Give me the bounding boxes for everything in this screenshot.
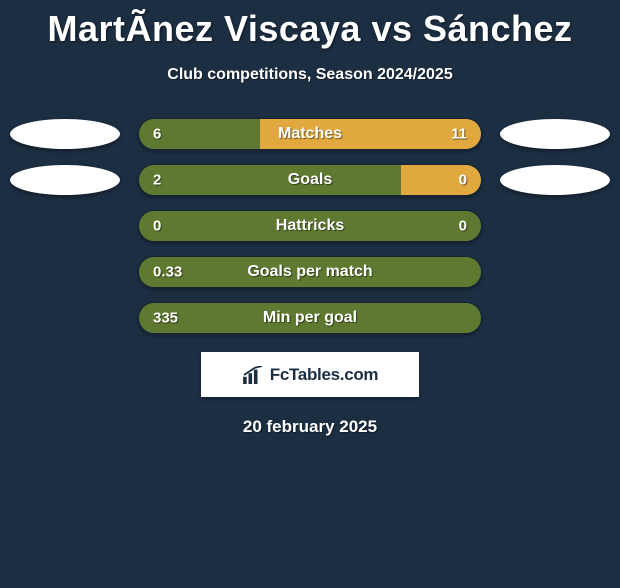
chart-icon	[242, 366, 264, 384]
stat-label: Min per goal	[263, 309, 357, 327]
subtitle: Club competitions, Season 2024/2025	[0, 66, 620, 84]
stat-bar: 0 0 Hattricks	[138, 210, 482, 242]
stat-bar: 6 11 Matches	[138, 118, 482, 150]
stat-value-left: 2	[153, 172, 161, 189]
stat-value-right: 0	[459, 172, 467, 189]
stat-label: Goals per match	[247, 263, 372, 281]
spacer	[500, 303, 610, 333]
player-left-marker	[10, 119, 120, 149]
stat-value-left: 0.33	[153, 264, 182, 281]
spacer	[10, 257, 120, 287]
stat-value-left: 0	[153, 218, 161, 235]
branding-text: FcTables.com	[270, 365, 379, 385]
page-title: MartÃ­nez Viscaya vs Sánchez	[0, 8, 620, 50]
stat-label: Goals	[288, 171, 332, 189]
player-right-marker	[500, 165, 610, 195]
spacer	[10, 303, 120, 333]
stat-value-right: 11	[451, 126, 467, 143]
branding-box: FcTables.com	[201, 352, 419, 397]
stat-value-right: 0	[459, 218, 467, 235]
bar-segment-right	[401, 165, 481, 195]
stat-row: 0.33 Goals per match	[0, 256, 620, 288]
footer-date: 20 february 2025	[0, 417, 620, 437]
stat-row: 335 Min per goal	[0, 302, 620, 334]
bar-segment-left	[139, 165, 401, 195]
player-right-marker	[500, 119, 610, 149]
stats-rows: 6 11 Matches 2 0 Goals 0 0 Hattricks 0.33 Goals pe…	[0, 118, 620, 334]
stat-bar: 2 0 Goals	[138, 164, 482, 196]
player-left-marker	[10, 165, 120, 195]
spacer	[500, 257, 610, 287]
stat-value-left: 6	[153, 126, 161, 143]
stat-bar: 0.33 Goals per match	[138, 256, 482, 288]
stat-label: Hattricks	[276, 217, 344, 235]
spacer	[10, 211, 120, 241]
stat-label: Matches	[278, 125, 342, 143]
stat-bar: 335 Min per goal	[138, 302, 482, 334]
stat-row: 2 0 Goals	[0, 164, 620, 196]
stat-row: 0 0 Hattricks	[0, 210, 620, 242]
stat-value-left: 335	[153, 310, 178, 327]
stat-row: 6 11 Matches	[0, 118, 620, 150]
spacer	[500, 211, 610, 241]
